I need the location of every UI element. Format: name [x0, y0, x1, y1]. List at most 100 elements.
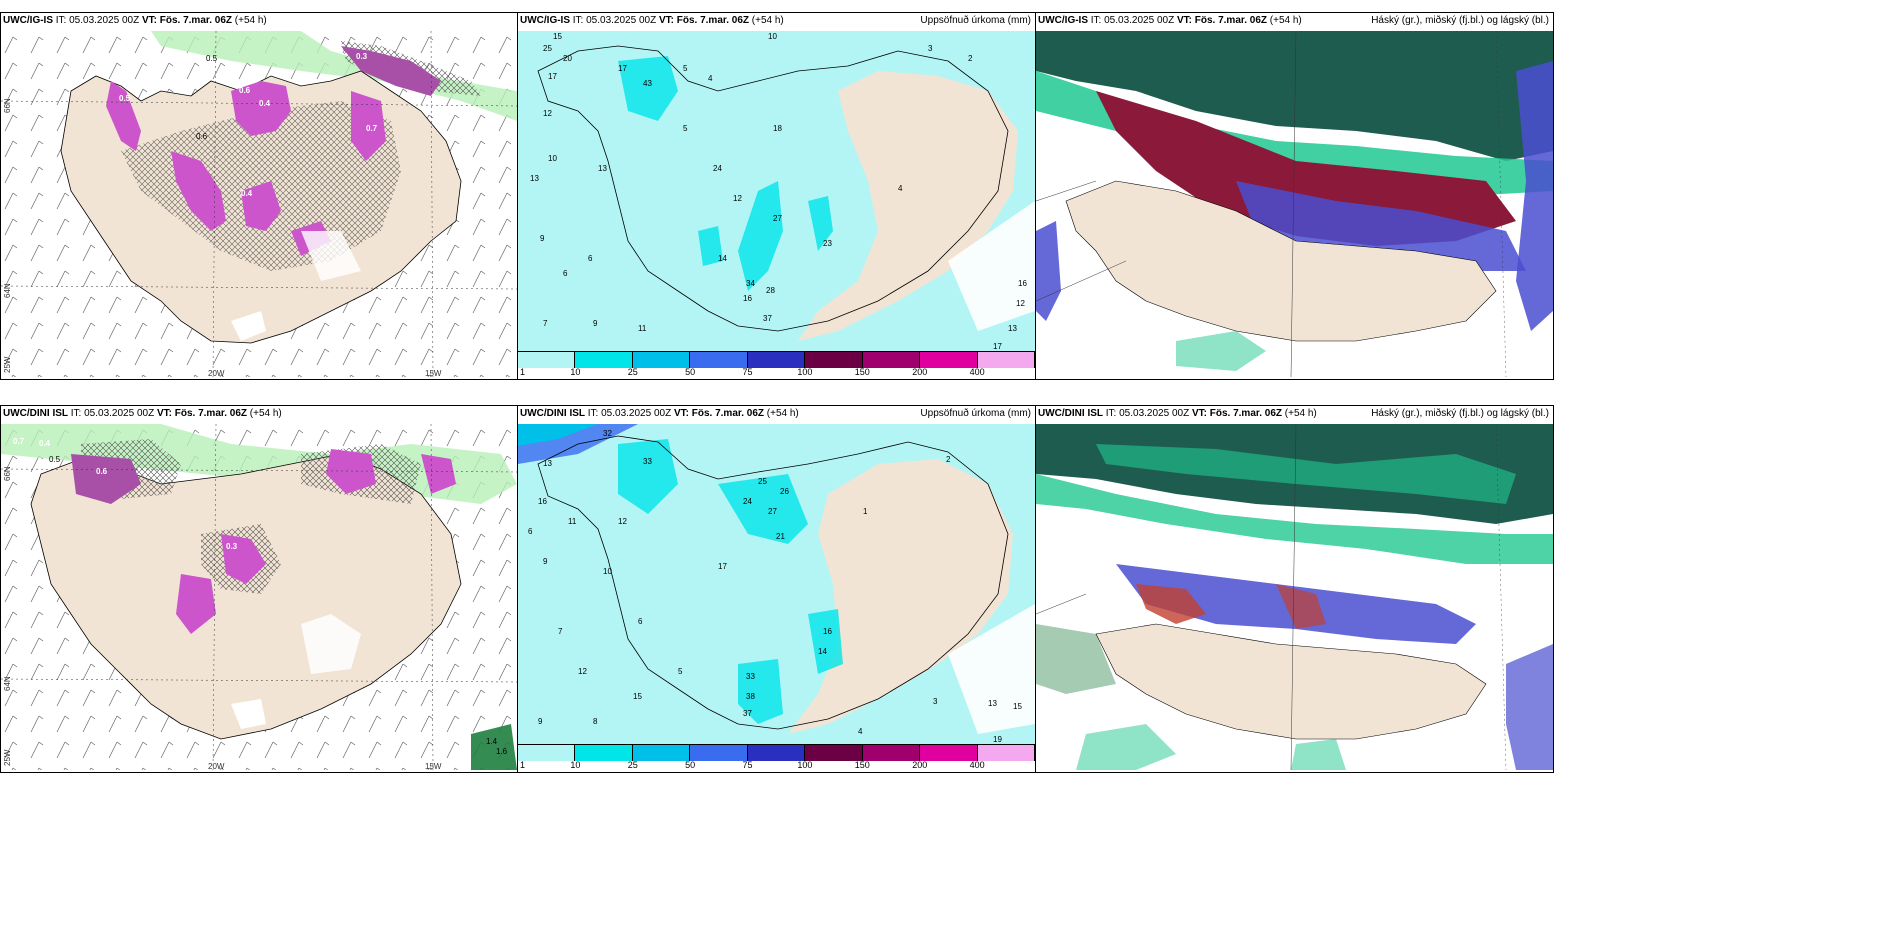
legend-label: 75 — [742, 367, 753, 377]
precip-value: 13 — [1008, 324, 1017, 333]
precip-value: 33 — [746, 672, 755, 681]
precip-value: 13 — [530, 174, 539, 183]
legend-label: 50 — [685, 760, 696, 770]
precip-value: 4 — [898, 184, 903, 193]
snow-value: 0.4 — [39, 439, 51, 448]
precip-value: 11 — [568, 517, 577, 526]
legend-swatch — [575, 352, 633, 368]
legend-swatch — [805, 352, 863, 368]
legend-label: 100 — [797, 367, 813, 377]
precip-value: 13 — [543, 459, 552, 468]
cloud-map — [1036, 31, 1553, 377]
snow-value: 0.5 — [206, 54, 218, 63]
lead-time: (+54 h) — [1269, 15, 1302, 26]
vt-label: VT: — [156, 408, 172, 419]
precip-value: 37 — [763, 314, 772, 323]
legend-swatch — [977, 352, 1035, 368]
lead-time: (+54 h) — [766, 408, 799, 419]
precip-value: 26 — [780, 487, 789, 496]
legend-swatch — [575, 745, 633, 761]
precip-value: 16 — [1018, 279, 1027, 288]
panel-header: UWC/DINI ISL IT: 05.03.2025 00Z VT: Fös.… — [3, 408, 282, 419]
panel-top-left-wind-snow: UWC/IG-IS IT: 05.03.2025 00Z VT: Fös. 7.… — [0, 12, 518, 380]
precip-value: 13 — [598, 164, 607, 173]
precip-value: 25 — [543, 44, 552, 53]
precip-value: 9 — [593, 319, 598, 328]
legend-swatch — [690, 352, 748, 368]
legend-label: 25 — [627, 367, 638, 377]
lead-time: (+54 h) — [1284, 408, 1317, 419]
panel-bottom-middle-precip: UWC/DINI ISL IT: 05.03.2025 00Z VT: Fös.… — [517, 405, 1036, 773]
snow-value: 0.4 — [259, 99, 271, 108]
it-label: IT: — [55, 15, 67, 26]
it-label: IT: — [70, 408, 82, 419]
legend-swatch — [518, 745, 576, 761]
precip-value: 27 — [773, 214, 782, 223]
it-value: 05.03.2025 00Z — [84, 408, 155, 419]
precip-value: 14 — [718, 254, 727, 263]
legend-label: 400 — [969, 760, 985, 770]
precip-value: 3 — [933, 697, 938, 706]
precip-legend: 1 10 25 50 75 100 150 200 400 — [518, 744, 1035, 772]
vt-label: VT: — [673, 408, 689, 419]
snow-value: 1.4 — [486, 737, 498, 746]
precip-value: 16 — [538, 497, 547, 506]
panel-bottom-right-clouds: UWC/DINI ISL IT: 05.03.2025 00Z VT: Fös.… — [1035, 405, 1554, 773]
precip-value: 16 — [823, 627, 832, 636]
precip-value: 17 — [618, 64, 627, 73]
legend-label: 400 — [969, 367, 985, 377]
precip-value: 32 — [603, 429, 612, 438]
precip-value: 12 — [543, 109, 552, 118]
legend-swatch — [632, 745, 691, 761]
lat-label-64n: 64N — [3, 283, 12, 298]
vt-label: VT: — [1191, 408, 1207, 419]
panel-header: UWC/IG-IS IT: 05.03.2025 00Z VT: Fös. 7.… — [520, 15, 784, 26]
precip-value: 17 — [993, 342, 1002, 351]
precip-value: 15 — [633, 692, 642, 701]
precip-value: 34 — [746, 279, 755, 288]
lon-label-15w: 15W — [425, 369, 442, 378]
legend-swatch — [862, 352, 921, 368]
vt-value: Fös. 7.mar. 06Z — [691, 408, 765, 419]
precip-value: 2 — [968, 54, 973, 63]
lead-time: (+54 h) — [234, 15, 267, 26]
vt-label: VT: — [658, 15, 674, 26]
lon-label-20w: 20W — [208, 369, 225, 378]
precip-value: 6 — [563, 269, 568, 278]
legend-swatch — [632, 352, 691, 368]
precip-value: 5 — [683, 124, 688, 133]
vt-value: Fös. 7.mar. 06Z — [1209, 408, 1283, 419]
precip-value: 17 — [718, 562, 727, 571]
panel-title: Háský (gr.), miðský (fj.bl.) og lágský (… — [1371, 15, 1549, 26]
panel-bottom-left-wind-snow: UWC/DINI ISL IT: 05.03.2025 00Z VT: Fös.… — [0, 405, 518, 773]
legend-label: 25 — [627, 760, 638, 770]
precip-value: 7 — [543, 319, 548, 328]
precip-value: 37 — [743, 709, 752, 718]
panel-top-right-clouds: UWC/IG-IS IT: 05.03.2025 00Z VT: Fös. 7.… — [1035, 12, 1554, 380]
legend-swatch — [920, 745, 978, 761]
lat-label-64n: 64N — [3, 676, 12, 691]
snow-value: 0.5 — [119, 94, 131, 103]
precip-value: 14 — [818, 647, 827, 656]
precip-value: 12 — [733, 194, 742, 203]
precip-value: 12 — [578, 667, 587, 676]
precip-value: 33 — [643, 457, 652, 466]
precip-value: 2 — [946, 455, 951, 464]
precip-value: 10 — [548, 154, 557, 163]
vt-label: VT: — [141, 15, 157, 26]
precip-value: 17 — [548, 72, 557, 81]
legend-swatch — [920, 352, 978, 368]
lon-label-25w: 25W — [3, 749, 12, 766]
precip-value: 15 — [553, 32, 562, 41]
precip-value: 21 — [776, 532, 785, 541]
precip-value: 4 — [858, 727, 863, 736]
model-name: UWC/DINI ISL — [1038, 408, 1103, 419]
wind-snow-map: 0.7 0.4 0.5 0.6 0.8 0.3 1.4 1.6 — [1, 424, 517, 770]
lead-time: (+54 h) — [751, 15, 784, 26]
legend-label: 10 — [570, 760, 581, 770]
precip-value: 6 — [588, 254, 593, 263]
lon-label-15w: 15W — [425, 762, 442, 771]
legend-label: 150 — [854, 367, 870, 377]
wind-snow-map: 0.5 0.6 0.4 0.3 0.4 0.7 0.5 0.6 — [1, 31, 517, 377]
snow-value: 0.7 — [13, 437, 25, 446]
